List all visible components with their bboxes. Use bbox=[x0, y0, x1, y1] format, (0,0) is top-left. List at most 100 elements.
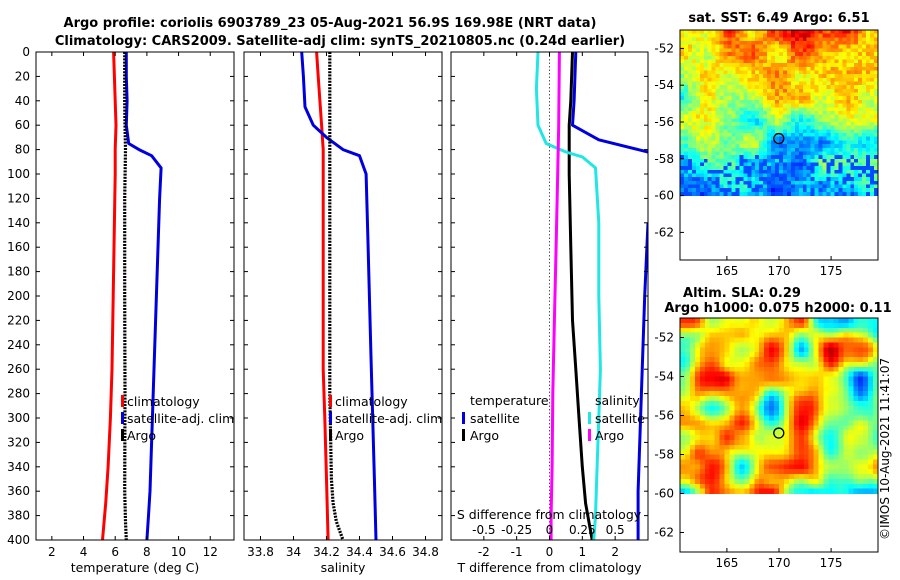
heatmap-cell bbox=[683, 162, 689, 167]
heatmap-cell bbox=[779, 41, 784, 46]
heatmap-cell bbox=[842, 122, 847, 127]
heatmap-cell bbox=[833, 337, 839, 343]
heatmap-cell bbox=[858, 107, 863, 112]
temperature-legend-swatch bbox=[121, 395, 124, 407]
heatmap-cell bbox=[767, 125, 772, 130]
heatmap-cell bbox=[724, 352, 730, 358]
heatmap-cell bbox=[870, 74, 875, 79]
heatmap-cell bbox=[874, 33, 879, 38]
heatmap-cell bbox=[848, 415, 854, 421]
heatmap-cell bbox=[703, 162, 709, 167]
difference-series-4 bbox=[549, 52, 561, 540]
heatmap-cell bbox=[822, 103, 827, 108]
heatmap-cell bbox=[873, 361, 879, 368]
heatmap-cell bbox=[783, 322, 790, 329]
heatmap-cell bbox=[858, 327, 864, 334]
heatmap-cell bbox=[862, 37, 867, 42]
heatmap-cell bbox=[731, 136, 736, 141]
heatmap-cell bbox=[695, 169, 701, 174]
heatmap-cell bbox=[754, 469, 760, 475]
heatmap-cell bbox=[854, 180, 859, 185]
heatmap-cell bbox=[680, 483, 686, 490]
heatmap-cell bbox=[743, 37, 748, 42]
heatmap-cell bbox=[719, 151, 724, 156]
heatmap-cell bbox=[853, 381, 859, 387]
heatmap-cell bbox=[782, 77, 788, 82]
heatmap-cell bbox=[870, 41, 875, 46]
heatmap-cell bbox=[790, 114, 796, 119]
heatmap-cell bbox=[775, 118, 780, 123]
heatmap-cell bbox=[779, 96, 784, 101]
heatmap-cell bbox=[794, 191, 800, 196]
heatmap-cell bbox=[874, 191, 879, 196]
heatmap-cell bbox=[802, 129, 808, 134]
heatmap-cell bbox=[854, 136, 859, 141]
map-ytick-label: -52 bbox=[654, 41, 674, 55]
heatmap-cell bbox=[786, 155, 792, 160]
heatmap-cell bbox=[806, 44, 812, 49]
heatmap-cell bbox=[873, 366, 879, 373]
heatmap-cell bbox=[743, 118, 748, 123]
heatmap-cell bbox=[806, 125, 812, 130]
heatmap-cell bbox=[751, 63, 756, 68]
heatmap-cell bbox=[709, 459, 716, 465]
heatmap-cell bbox=[793, 439, 800, 446]
heatmap-cell bbox=[828, 381, 834, 387]
heatmap-cell bbox=[814, 70, 819, 75]
heatmap-cell bbox=[786, 74, 792, 79]
heatmap-cell bbox=[853, 435, 859, 441]
heatmap-cell bbox=[874, 55, 879, 60]
heatmap-cell bbox=[724, 332, 730, 338]
heatmap-cell bbox=[828, 488, 834, 494]
heatmap-cell bbox=[754, 327, 760, 334]
heatmap-cell bbox=[783, 425, 790, 431]
heatmap-cell bbox=[751, 85, 756, 90]
heatmap-cell bbox=[709, 454, 716, 460]
heatmap-cell bbox=[814, 52, 819, 57]
heatmap-cell bbox=[814, 99, 819, 104]
heatmap-cell bbox=[830, 158, 835, 163]
heatmap-cell bbox=[858, 386, 864, 392]
heatmap-cell bbox=[735, 144, 740, 149]
heatmap-cell bbox=[759, 96, 764, 101]
heatmap-cell bbox=[826, 59, 831, 64]
heatmap-cell bbox=[744, 400, 750, 407]
heatmap-cell bbox=[747, 125, 752, 130]
heatmap-cell bbox=[719, 162, 724, 167]
heatmap-cell bbox=[715, 162, 720, 167]
heatmap-cell bbox=[683, 85, 689, 90]
heatmap-cell bbox=[788, 322, 795, 329]
heatmap-cell bbox=[751, 52, 756, 57]
heatmap-cell bbox=[870, 55, 875, 60]
heatmap-cell bbox=[743, 184, 748, 189]
heatmap-cell bbox=[771, 155, 776, 160]
heatmap-cell bbox=[822, 188, 827, 193]
heatmap-cell bbox=[826, 180, 831, 185]
heatmap-cell bbox=[759, 122, 764, 127]
heatmap-cell bbox=[779, 173, 784, 178]
heatmap-cell bbox=[823, 464, 829, 470]
heatmap-cell bbox=[749, 435, 755, 441]
heatmap-cell bbox=[691, 107, 697, 112]
heatmap-cell bbox=[788, 459, 795, 465]
heatmap-cell bbox=[775, 136, 780, 141]
heatmap-cell bbox=[806, 136, 812, 141]
heatmap-cell bbox=[834, 63, 839, 68]
heatmap-cell bbox=[680, 469, 686, 475]
heatmap-cell bbox=[838, 318, 844, 324]
heatmap-cell bbox=[826, 48, 831, 53]
heatmap-cell bbox=[779, 371, 785, 377]
heatmap-cell bbox=[727, 140, 732, 145]
heatmap-cell bbox=[689, 483, 696, 490]
heatmap-cell bbox=[751, 33, 756, 38]
heatmap-cell bbox=[786, 125, 792, 130]
heatmap-cell bbox=[754, 366, 760, 373]
heatmap-cell bbox=[683, 81, 689, 86]
heatmap-cell bbox=[759, 88, 764, 93]
heatmap-cell bbox=[834, 125, 839, 130]
heatmap-cell bbox=[790, 74, 796, 79]
heatmap-cell bbox=[779, 177, 784, 182]
heatmap-cell bbox=[854, 177, 859, 182]
heatmap-cell bbox=[759, 66, 764, 71]
heatmap-cell bbox=[709, 410, 716, 416]
